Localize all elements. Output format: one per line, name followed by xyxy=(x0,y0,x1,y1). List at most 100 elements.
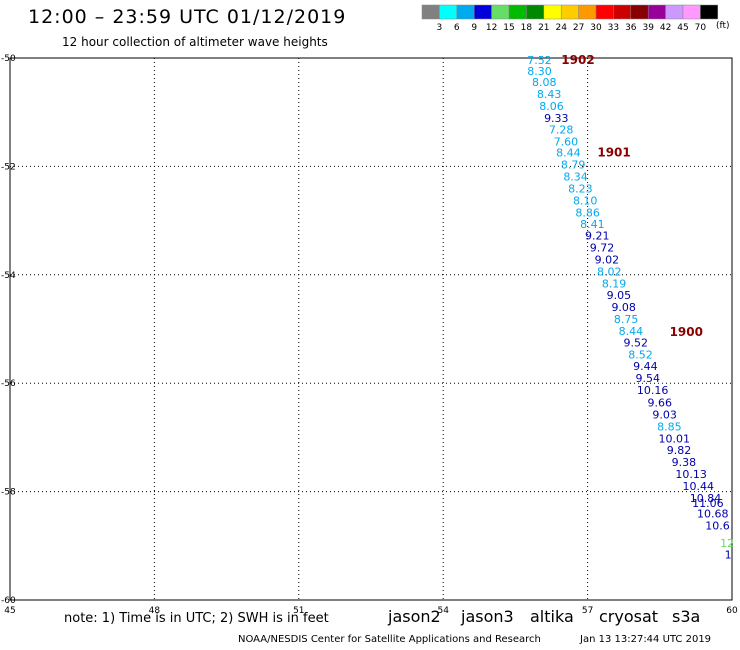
x-tick-label: 51 xyxy=(293,606,304,616)
wave-height-label: 9.82 xyxy=(667,444,692,457)
color-scale-label: 12 xyxy=(486,23,497,33)
wave-height-label: 9.52 xyxy=(623,336,648,349)
wave-height-label: 9.02 xyxy=(595,253,620,266)
wave-height-label: 8.52 xyxy=(628,348,653,361)
color-scale-label: 24 xyxy=(555,23,567,33)
wave-height-label: 10.13 xyxy=(675,468,707,481)
color-scale-label: 39 xyxy=(642,23,654,33)
y-tick-label: -56 xyxy=(1,379,16,389)
footer-credit: NOAA/NESDIS Center for Satellite Applica… xyxy=(238,634,541,645)
wave-height-label: 9.72 xyxy=(590,241,615,254)
color-scale-label: 9 xyxy=(471,23,477,33)
footer-note: note: 1) Time is in UTC; 2) SWH is in fe… xyxy=(64,611,329,626)
color-scale-swatch xyxy=(560,4,579,20)
x-tick-label: 57 xyxy=(582,606,593,616)
wave-height-label: 8.23 xyxy=(568,182,593,195)
wave-height-label: 8.34 xyxy=(563,170,588,183)
color-scale-swatch xyxy=(630,4,649,20)
wave-height-label: 8.79 xyxy=(561,159,586,172)
wave-height-label: 9.03 xyxy=(652,408,677,421)
color-scale-swatch xyxy=(473,4,492,20)
y-tick-label: -54 xyxy=(1,271,16,281)
color-scale-unit: (ft) xyxy=(716,21,730,31)
wave-height-label: 8.85 xyxy=(657,420,682,433)
x-tick-label: 48 xyxy=(149,606,161,616)
wave-height-label: 8.86 xyxy=(575,206,600,219)
color-scale-label: 3 xyxy=(437,23,443,33)
color-scale-label: 70 xyxy=(695,23,707,33)
wave-height-label: 11.06 xyxy=(692,497,724,510)
legend-satellite-altika: altika xyxy=(530,607,574,626)
wave-height-label: 10.68 xyxy=(697,508,729,521)
color-scale-swatch xyxy=(578,4,597,20)
color-scale-label: 42 xyxy=(660,23,671,33)
footer-timestamp: Jan 13 13:27:44 UTC 2019 xyxy=(580,634,712,645)
color-scale-swatch xyxy=(439,4,458,20)
wave-height-label: 9.33 xyxy=(544,112,569,125)
legend-satellite-cryosat: cryosat xyxy=(599,607,659,626)
x-tick-label: 60 xyxy=(726,606,738,616)
wave-height-label: 8.44 xyxy=(556,147,581,160)
color-scale-swatch xyxy=(456,4,475,20)
wave-height-label: 8.06 xyxy=(539,100,564,113)
wave-height-label: 8.41 xyxy=(580,218,605,231)
color-scale-swatch xyxy=(613,4,632,20)
color-scale-swatch xyxy=(543,4,562,20)
wave-height-label: 8.75 xyxy=(614,313,639,326)
color-scale-swatch xyxy=(700,4,719,20)
wave-height-label: 8.30 xyxy=(527,65,552,78)
chart-subtitle: 12 hour collection of altimeter wave hei… xyxy=(62,35,328,49)
color-scale-swatch xyxy=(595,4,614,20)
wave-height-label: 9.38 xyxy=(672,456,697,469)
wave-height-label: 10.6 xyxy=(705,520,730,533)
color-scale-label: 36 xyxy=(625,23,637,33)
color-scale-label: 45 xyxy=(677,23,688,33)
color-scale-swatch xyxy=(526,4,545,20)
color-scale-label: 18 xyxy=(521,23,533,33)
color-scale-label: 33 xyxy=(608,23,619,33)
wave-height-label: 9.08 xyxy=(611,301,636,314)
wave-height-label: 8.44 xyxy=(619,325,644,338)
color-scale-label: 15 xyxy=(503,23,514,33)
wave-height-label: 8.10 xyxy=(573,194,598,207)
wave-height-label: 7.52 xyxy=(527,54,552,67)
chart-title: 12:00 – 23:59 UTC 01/12/2019 xyxy=(28,6,347,28)
wave-height-label: 10.16 xyxy=(637,384,669,397)
wave-height-label: 12 xyxy=(720,537,734,550)
color-scale-swatch xyxy=(421,4,440,20)
x-tick-label: 54 xyxy=(437,606,449,616)
time-annotation: 1900 xyxy=(670,325,703,339)
wave-height-label: 1 xyxy=(725,548,732,561)
wave-height-label: 9.05 xyxy=(607,289,632,302)
time-annotation: 1901 xyxy=(597,146,630,160)
wave-height-label: 8.02 xyxy=(597,265,622,278)
wave-height-label: 8.19 xyxy=(602,277,627,290)
color-scale-swatch xyxy=(682,4,701,20)
y-tick-label: -58 xyxy=(1,488,16,498)
time-annotation: 1902 xyxy=(561,53,594,67)
color-scale-label: 27 xyxy=(573,23,584,33)
wave-height-label: 8.43 xyxy=(537,88,562,101)
color-scale-label: 21 xyxy=(538,23,549,33)
color-scale-swatch xyxy=(491,4,510,20)
color-scale-label: 30 xyxy=(590,23,602,33)
x-tick-label: 45 xyxy=(4,606,15,616)
wave-height-label: 10.01 xyxy=(658,432,690,445)
legend-satellite-s3a: s3a xyxy=(672,607,701,626)
legend-satellite-jason3: jason3 xyxy=(461,607,514,626)
wave-height-label: 10.84 xyxy=(690,492,722,505)
wave-height-label: 9.44 xyxy=(633,360,658,373)
y-tick-label: -52 xyxy=(1,162,16,172)
color-scale-swatch xyxy=(508,4,527,20)
wave-height-label: 7.60 xyxy=(554,135,579,148)
y-tick-label: -60 xyxy=(1,596,16,606)
wave-height-label: 9.21 xyxy=(585,230,610,243)
y-tick-label: -50 xyxy=(1,54,16,64)
wave-height-label: 9.54 xyxy=(636,372,661,385)
wave-height-label: 7.28 xyxy=(549,123,574,136)
color-scale-label: 6 xyxy=(454,23,460,33)
wave-height-label: 9.66 xyxy=(648,397,673,410)
color-scale-swatch xyxy=(647,4,666,20)
wave-height-label: 10.44 xyxy=(683,480,715,493)
